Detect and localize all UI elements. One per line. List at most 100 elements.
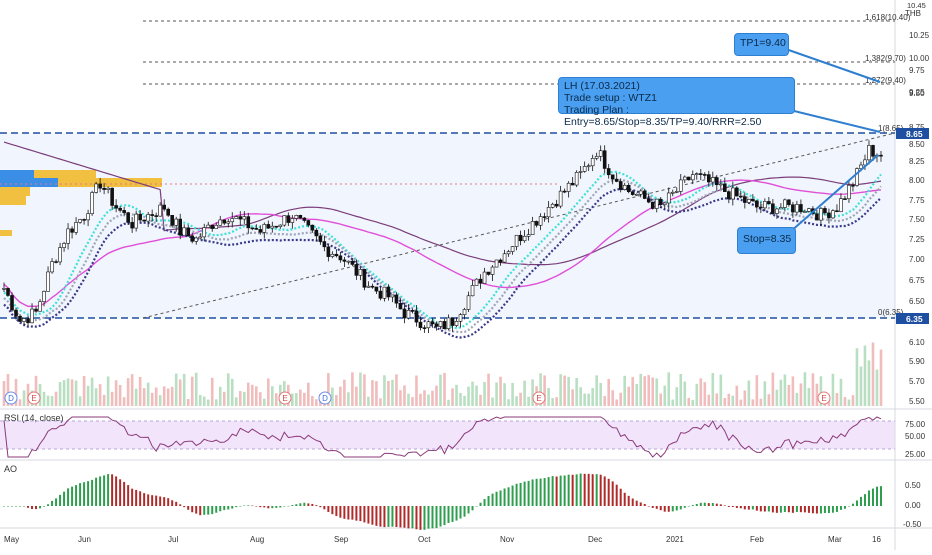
- volume-bar: [66, 378, 70, 406]
- currency-label: THB: [905, 9, 921, 18]
- volume-bar: [879, 349, 883, 406]
- plan-line: LH (17.03.2021): [564, 80, 640, 92]
- ao-bar: [567, 474, 570, 506]
- ao-bar: [131, 488, 134, 506]
- volume-bar: [190, 376, 194, 406]
- candles: [2, 140, 883, 333]
- ao-bar: [783, 506, 786, 512]
- ao-bar: [551, 476, 554, 506]
- candle-body: [807, 208, 811, 212]
- candle-body: [330, 253, 335, 257]
- volume-bar: [515, 396, 518, 406]
- volume-bar: [82, 376, 86, 406]
- ao-bar: [871, 488, 874, 506]
- volume-bar: [651, 377, 655, 406]
- volume-bar: [647, 375, 651, 406]
- candle-body: [450, 317, 455, 326]
- ao-bar: [199, 506, 202, 516]
- candle-body: [570, 182, 575, 186]
- ao-bar: [7, 506, 10, 507]
- candle-body: [306, 220, 311, 226]
- ao-bar: [79, 483, 82, 506]
- band-upper-line: [3, 170, 882, 330]
- candle-body: [582, 166, 587, 172]
- volume-bar: [343, 379, 346, 406]
- volume-bar: [611, 390, 614, 406]
- volume-bar: [158, 395, 162, 406]
- ao-bar: [823, 506, 826, 514]
- ao-bar: [679, 506, 682, 510]
- ao-bar: [815, 506, 818, 514]
- candle-body: [879, 154, 883, 157]
- candle-body: [178, 218, 182, 236]
- candle-body: [622, 184, 627, 190]
- ao-bar: [675, 506, 678, 511]
- candle-body: [819, 208, 823, 221]
- ao-bar: [591, 474, 594, 506]
- ao-bar: [139, 491, 142, 506]
- candle-body: [14, 309, 18, 317]
- candle-body: [554, 203, 559, 207]
- candle-body: [574, 172, 579, 186]
- ao-bar: [799, 506, 802, 513]
- volume-bar: [715, 393, 719, 406]
- ao-bar: [859, 496, 862, 506]
- ao-bar: [75, 485, 78, 506]
- volume-bar: [655, 378, 659, 406]
- volume-bar: [234, 397, 238, 406]
- candle-body: [278, 224, 283, 228]
- ao-bar: [787, 506, 790, 513]
- volume-bar: [303, 392, 306, 406]
- fib-label: 1.382(9.70): [865, 54, 906, 63]
- ao-bar: [399, 506, 402, 528]
- ao-bar: [523, 481, 526, 506]
- candle-body: [238, 216, 243, 220]
- volume-bar: [779, 379, 783, 406]
- candle-body: [727, 191, 731, 200]
- candle-body: [787, 199, 791, 206]
- candle-body: [783, 199, 787, 208]
- ao-bar: [123, 481, 126, 506]
- candle-body: [839, 198, 843, 212]
- volume-bar: [162, 386, 166, 406]
- ao-bar: [515, 483, 518, 506]
- ao-bar: [87, 481, 90, 506]
- volume-bar: [271, 386, 274, 406]
- ao-bar: [147, 494, 150, 506]
- candle-body: [594, 156, 599, 159]
- ao-bar: [295, 504, 298, 506]
- ao-label: AO: [4, 464, 17, 474]
- candle-body: [542, 216, 547, 218]
- ao-bar: [291, 505, 294, 506]
- candle-body: [847, 184, 851, 200]
- candle-body: [666, 192, 671, 204]
- ao-bar: [831, 506, 834, 513]
- candle-body: [174, 218, 178, 226]
- ao-bar: [191, 506, 194, 513]
- price-tick: 7.75: [909, 196, 925, 205]
- volume-bar: [2, 381, 6, 406]
- ao-bar: [547, 477, 550, 506]
- volume-bar: [299, 389, 302, 406]
- ma-long-line: [3, 141, 882, 266]
- candle-body: [202, 227, 207, 238]
- volume-bar: [403, 385, 406, 406]
- ao-bar: [403, 506, 406, 528]
- candle-body: [138, 213, 142, 221]
- volume-bar: [295, 393, 298, 406]
- candle-body: [154, 215, 158, 217]
- ao-bar: [739, 506, 742, 509]
- ao-bar: [431, 506, 434, 529]
- candle-body: [334, 253, 339, 257]
- ao-bar: [651, 506, 654, 508]
- volume-bar: [363, 374, 366, 406]
- volume-bar: [851, 395, 855, 406]
- ao-bar: [355, 506, 358, 521]
- ao-bar: [851, 503, 854, 506]
- volume-bar: [443, 372, 446, 406]
- ao-bar: [691, 505, 694, 506]
- volume-bar: [267, 378, 270, 406]
- ao-bar: [879, 486, 882, 506]
- volume-bar: [671, 399, 675, 406]
- volume-bar: [206, 399, 210, 406]
